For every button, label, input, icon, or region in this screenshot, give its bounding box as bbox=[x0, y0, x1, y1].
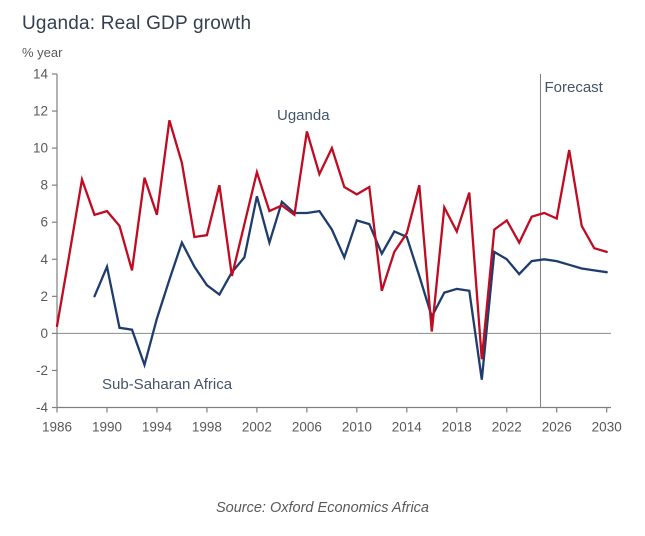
x-tick-label: 1994 bbox=[142, 420, 173, 435]
y-tick-label: 2 bbox=[40, 289, 48, 304]
y-axis-unit-label: % year bbox=[22, 45, 63, 60]
forecast-label: Forecast bbox=[544, 79, 603, 96]
y-tick-label: 4 bbox=[40, 252, 48, 267]
series-line-uganda bbox=[55, 119, 608, 360]
x-tick-label: 2002 bbox=[242, 420, 272, 435]
y-tick-label: 14 bbox=[33, 67, 49, 82]
x-tick-label: 1986 bbox=[42, 420, 72, 435]
series-label-uganda: Uganda bbox=[277, 107, 330, 124]
series-line-ssa bbox=[93, 196, 608, 380]
y-tick-label: -4 bbox=[36, 400, 48, 415]
y-tick-label: 6 bbox=[40, 215, 48, 230]
x-tick-label: 2006 bbox=[292, 420, 322, 435]
x-tick-label: 2022 bbox=[492, 420, 522, 435]
page-title: Uganda: Real GDP growth bbox=[22, 13, 252, 34]
y-tick-label: -2 bbox=[36, 363, 48, 378]
chart-source: Source: Oxford Economics Africa bbox=[215, 500, 429, 516]
x-tick-label: 2026 bbox=[542, 420, 572, 435]
x-tick-label: 2014 bbox=[392, 420, 423, 435]
y-tick-label: 8 bbox=[40, 178, 48, 193]
y-tick-label: 12 bbox=[33, 104, 48, 119]
x-tick-label: 1998 bbox=[192, 420, 222, 435]
x-tick-label: 2030 bbox=[592, 420, 622, 435]
y-tick-label: 0 bbox=[40, 326, 48, 341]
x-tick-label: 2018 bbox=[442, 420, 472, 435]
x-tick-label: 2010 bbox=[342, 420, 372, 435]
x-tick-label: 1990 bbox=[92, 420, 122, 435]
y-tick-label: 10 bbox=[33, 141, 48, 156]
series-label-ssa: Sub-Saharan Africa bbox=[102, 376, 233, 393]
